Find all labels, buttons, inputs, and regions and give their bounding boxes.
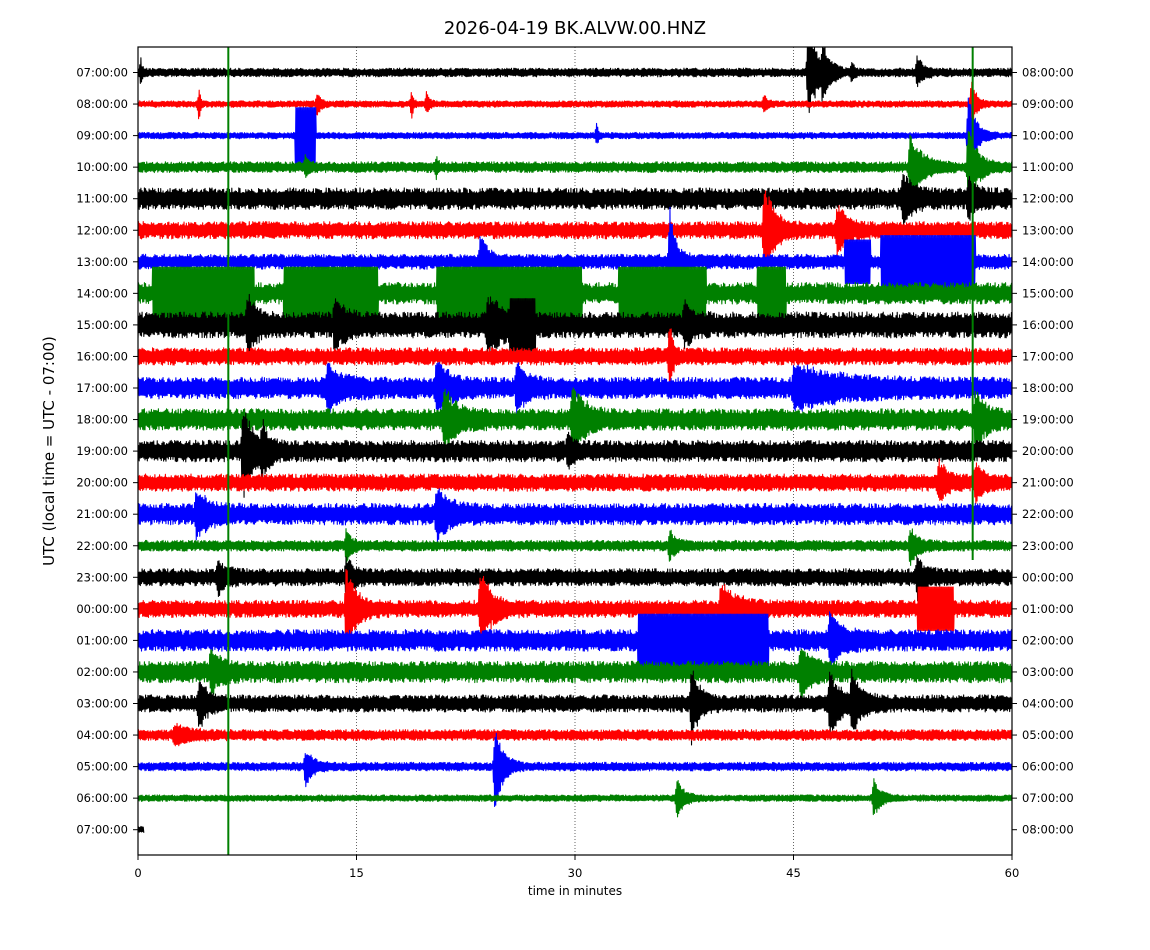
seismic-traces	[138, 47, 1012, 855]
trace-line	[138, 668, 1012, 746]
right-tick-label: 10:00:00	[1022, 129, 1074, 143]
left-tick-label: 07:00:00	[76, 823, 128, 837]
left-tick-label: 09:00:00	[76, 129, 128, 143]
left-tick-label: 03:00:00	[76, 697, 128, 711]
trace-line	[138, 206, 1012, 310]
x-axis: 0 15 30 45 60	[134, 855, 1019, 880]
left-hour-axis: 07:00:00 08:00:00 09:00:00 10:00:00 11:00:00…	[76, 66, 138, 837]
right-tick-label: 22:00:00	[1022, 507, 1074, 521]
right-tick-label: 15:00:00	[1022, 286, 1074, 300]
left-tick-label: 10:00:00	[76, 160, 128, 174]
right-tick-label: 21:00:00	[1022, 476, 1074, 490]
trace-line	[138, 81, 1012, 127]
trace-line	[138, 569, 1012, 644]
left-tick-label: 05:00:00	[76, 760, 128, 774]
trace-line	[138, 412, 1012, 498]
left-tick-label: 20:00:00	[76, 476, 128, 490]
x-axis-label: time in minutes	[528, 884, 622, 898]
right-tick-label: 06:00:00	[1022, 760, 1074, 774]
right-tick-label: 03:00:00	[1022, 665, 1074, 679]
left-tick-label: 07:00:00	[76, 66, 128, 80]
right-tick-label: 19:00:00	[1022, 413, 1074, 427]
trace-line	[138, 778, 1012, 818]
trace-line	[138, 556, 1012, 602]
right-tick-label: 08:00:00	[1022, 66, 1074, 80]
right-tick-label: 12:00:00	[1022, 192, 1074, 206]
x-tick-label: 15	[349, 866, 364, 880]
trace-line	[138, 488, 1012, 544]
right-tick-label: 11:00:00	[1022, 160, 1074, 174]
right-tick-label: 00:00:00	[1022, 570, 1074, 584]
trace-line	[138, 722, 1012, 747]
y-axis-label: UTC (local time = UTC - 07:00)	[40, 336, 58, 566]
left-tick-label: 11:00:00	[76, 192, 128, 206]
left-tick-label: 16:00:00	[76, 349, 128, 363]
x-tick-label: 30	[568, 866, 583, 880]
x-tick-label: 45	[786, 866, 801, 880]
trace-line	[138, 458, 1012, 504]
trace-line	[138, 732, 1012, 808]
trace-line	[138, 293, 1012, 358]
left-tick-label: 18:00:00	[76, 413, 128, 427]
trace-line	[138, 328, 1012, 388]
left-tick-label: 12:00:00	[76, 223, 128, 237]
left-tick-label: 15:00:00	[76, 318, 128, 332]
x-tick-label: 0	[134, 866, 141, 880]
right-tick-label: 04:00:00	[1022, 697, 1074, 711]
left-tick-label: 04:00:00	[76, 728, 128, 742]
trace-line	[138, 97, 1012, 174]
left-tick-label: 17:00:00	[76, 381, 128, 395]
right-tick-label: 13:00:00	[1022, 223, 1074, 237]
left-tick-label: 21:00:00	[76, 507, 128, 521]
trace-line	[138, 190, 1012, 276]
left-tick-label: 13:00:00	[76, 255, 128, 269]
right-hour-axis: 08:00:00 09:00:00 10:00:00 11:00:00 12:00:00…	[1012, 66, 1074, 837]
trace-line	[138, 648, 1012, 701]
left-tick-label: 00:00:00	[76, 602, 128, 616]
chart-title: 2026-04-19 BK.ALVW.00.HNZ	[444, 18, 706, 39]
left-tick-label: 14:00:00	[76, 286, 128, 300]
right-tick-label: 18:00:00	[1022, 381, 1074, 395]
left-tick-label: 01:00:00	[76, 633, 128, 647]
right-tick-label: 02:00:00	[1022, 633, 1074, 647]
trace-line	[138, 611, 1012, 668]
right-tick-label: 20:00:00	[1022, 444, 1074, 458]
right-tick-label: 14:00:00	[1022, 255, 1074, 269]
left-tick-label: 23:00:00	[76, 570, 128, 584]
right-tick-label: 09:00:00	[1022, 97, 1074, 111]
trace-line	[138, 825, 145, 833]
left-tick-label: 08:00:00	[76, 97, 128, 111]
right-tick-label: 23:00:00	[1022, 539, 1074, 553]
right-tick-label: 17:00:00	[1022, 349, 1074, 363]
right-tick-label: 05:00:00	[1022, 728, 1074, 742]
x-tick-label: 60	[1005, 866, 1020, 880]
left-tick-label: 19:00:00	[76, 444, 128, 458]
right-tick-label: 01:00:00	[1022, 602, 1074, 616]
left-tick-label: 22:00:00	[76, 539, 128, 553]
left-tick-label: 02:00:00	[76, 665, 128, 679]
trace-line	[138, 528, 1012, 566]
trace-line	[138, 130, 1012, 205]
trace-line	[138, 173, 1012, 228]
right-tick-label: 07:00:00	[1022, 791, 1074, 805]
left-tick-label: 06:00:00	[76, 791, 128, 805]
right-tick-label: 16:00:00	[1022, 318, 1074, 332]
right-tick-label: 08:00:00	[1022, 823, 1074, 837]
trace-line	[138, 47, 1012, 114]
